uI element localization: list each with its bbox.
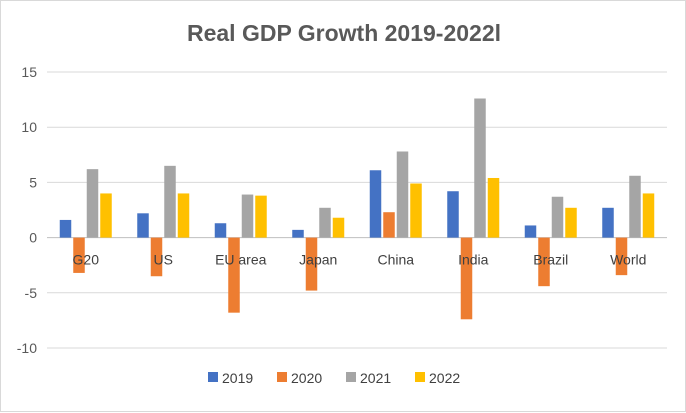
x-category-label: India [458,252,489,268]
bar-2021-eu-area [241,194,254,238]
bar-2021-china [396,151,409,238]
x-category-label: World [610,252,646,268]
bars [59,98,655,320]
legend-swatch [346,372,356,382]
bar-2020-japan [305,237,318,291]
y-tick-label: -5 [25,285,38,301]
bar-2022-us [177,193,190,238]
x-category-label: EU area [215,252,267,268]
bar-2020-world [615,237,628,276]
bar-2019-china [369,170,382,238]
bar-2020-eu-area [228,237,240,313]
bar-2020-brazil [538,237,550,287]
y-tick-label: 10 [21,119,37,135]
bar-2020-china [383,212,395,238]
axes: 15 10 5 0 -5 -10 G20 US EU area Japan China India Br… [17,64,647,356]
bar-2020-india [460,237,473,320]
bar-2022-japan [332,217,345,238]
bar-2022-china [410,183,422,238]
legend-swatch [415,372,425,382]
bar-2021-g20 [86,169,99,238]
legend-label: 2021 [360,370,391,386]
legend: 2019 2020 2021 2022 [208,370,460,386]
bar-2020-g20 [73,237,85,273]
legend-swatch [208,372,218,382]
y-tick-label: 15 [21,64,37,80]
x-category-label: Brazil [533,252,568,268]
legend-label: 2020 [291,370,322,386]
bar-2021-japan [319,207,331,238]
bar-2022-world [642,193,655,238]
bar-2019-g20 [59,219,72,238]
x-category-label: Japan [299,252,337,268]
bar-2022-g20 [100,193,112,238]
bar-2019-eu-area [214,223,227,238]
x-category-label: China [377,252,414,268]
x-category-label: G20 [73,252,100,268]
chart-title: Real GDP Growth 2019-2022l [187,20,501,46]
bar-2022-brazil [565,207,577,238]
bar-2022-india [487,177,500,238]
bar-2019-brazil [524,225,537,238]
y-tick-label: 0 [29,230,37,246]
bar-2021-world [629,175,641,238]
bar-2022-eu-area [255,195,267,238]
y-tick-label: 5 [29,174,37,190]
legend-label: 2019 [222,370,253,386]
x-category-label: US [154,252,173,268]
y-tick-label: -10 [17,340,37,356]
bar-2020-us [150,237,163,277]
bar-2021-us [164,165,176,238]
bar-2019-us [137,213,149,238]
gridlines [47,71,667,349]
bar-2019-world [602,207,614,238]
bar-2019-india [447,191,459,238]
legend-label: 2022 [429,370,460,386]
bar-2019-japan [292,229,304,238]
bar-2021-india [474,98,486,238]
legend-swatch [277,372,287,382]
bar-2021-brazil [551,196,564,238]
